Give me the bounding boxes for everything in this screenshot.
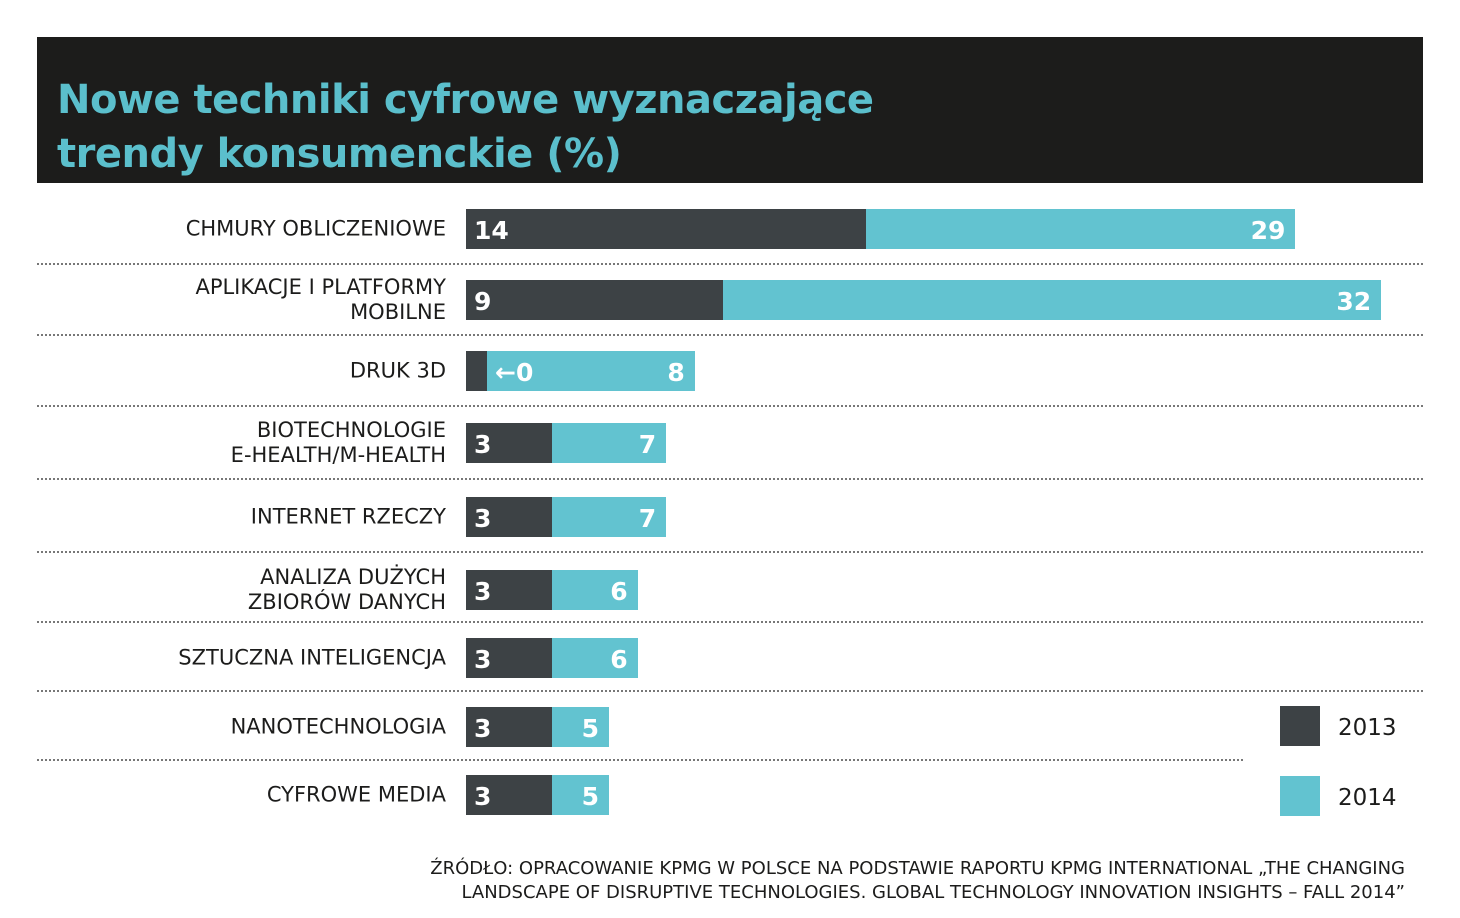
title-line-2: trendy konsumenckie (%) (57, 131, 622, 177)
value-label-2014: 5 (581, 714, 599, 743)
category-label: CYFROWE MEDIA (46, 783, 446, 808)
value-label-2013: 3 (474, 714, 492, 743)
value-label-2013: 3 (474, 577, 492, 606)
legend-swatch-2014 (1280, 776, 1320, 816)
category-label: CHMURY OBLICZENIOWE (46, 217, 446, 242)
title-banner: Nowe techniki cyfrowe wyznaczające trend… (37, 37, 1423, 183)
value-label-2013: 3 (474, 782, 492, 811)
value-label-2014: 32 (1336, 287, 1372, 316)
source-line-1: ŹRÓDŁO: OPRACOWANIE KPMG W POLSCE NA POD… (430, 858, 1405, 879)
value-label-2014: 6 (610, 645, 628, 674)
divider (37, 690, 1423, 692)
bar-2013 (466, 570, 552, 610)
category-label: INTERNET RZECZY (46, 505, 446, 530)
value-label-2014: 7 (638, 504, 657, 533)
bar-2013 (466, 280, 724, 320)
value-label-2013: 9 (474, 287, 492, 316)
category-label-line: APLIKACJE I PLATFORMY (195, 275, 446, 299)
value-label-2013: 14 (474, 216, 509, 245)
category-label-line: CHMURY OBLICZENIOWE (185, 216, 446, 241)
value-label-2013: 3 (474, 504, 492, 533)
category-label-line: E-HEALTH/M-HEALTH (230, 443, 446, 467)
chart-title: Nowe techniki cyfrowe wyznaczające trend… (57, 73, 874, 181)
bar-2013 (466, 423, 552, 463)
bar-2013 (466, 775, 552, 815)
category-label-line: DRUK 3D (349, 358, 446, 383)
value-label-2014: 8 (667, 358, 685, 387)
category-label: SZTUCZNA INTELIGENCJA (46, 646, 446, 671)
category-label-line: NANOTECHNOLOGIA (230, 714, 446, 739)
legend-swatch-2013 (1280, 706, 1320, 746)
legend-label-2014: 2014 (1338, 785, 1397, 811)
value-label-2014: 6 (610, 577, 628, 606)
category-label: BIOTECHNOLOGIE E-HEALTH/M-HEALTH (46, 418, 446, 468)
category-label-line: BIOTECHNOLOGIE (256, 418, 446, 442)
divider (37, 263, 1423, 265)
category-label-line: SZTUCZNA INTELIGENCJA (178, 645, 446, 670)
category-label: DRUK 3D (46, 359, 446, 384)
divider (37, 405, 1423, 407)
bar-2013 (466, 351, 487, 391)
bar-2013 (466, 209, 867, 249)
legend-label-2013: 2013 (1338, 715, 1397, 741)
source-line-2: LANDSCAPE OF DISRUPTIVE TECHNOLOGIES. GL… (461, 882, 1405, 903)
value-label-2013: 3 (474, 430, 492, 459)
bar-2013 (466, 497, 552, 537)
value-label-2013: 3 (474, 645, 492, 674)
category-label-line: CYFROWE MEDIA (266, 782, 446, 807)
divider (37, 621, 1423, 623)
category-label: NANOTECHNOLOGIA (46, 715, 446, 740)
divider (37, 759, 1243, 761)
category-label: APLIKACJE I PLATFORMY MOBILNE (46, 275, 446, 325)
bar-2013 (466, 638, 552, 678)
title-line-1: Nowe techniki cyfrowe wyznaczające (57, 77, 874, 123)
category-label-line: ZBIORÓW DANYCH (247, 590, 446, 614)
divider (37, 551, 1423, 553)
bar-2014 (466, 351, 695, 391)
value-label-2014: 7 (638, 430, 657, 459)
value-label-2014: 5 (581, 782, 599, 811)
value-label-2013: ←0 (495, 358, 534, 387)
bar-2013 (466, 707, 552, 747)
category-label-line: MOBILNE (350, 300, 446, 324)
category-label-line: ANALIZA DUŻYCH (260, 565, 446, 589)
category-label: ANALIZA DUŻYCH ZBIORÓW DANYCH (46, 565, 446, 615)
divider (37, 478, 1423, 480)
divider (37, 334, 1423, 336)
value-label-2014: 29 (1250, 216, 1286, 245)
category-label-line: INTERNET RZECZY (250, 504, 446, 529)
